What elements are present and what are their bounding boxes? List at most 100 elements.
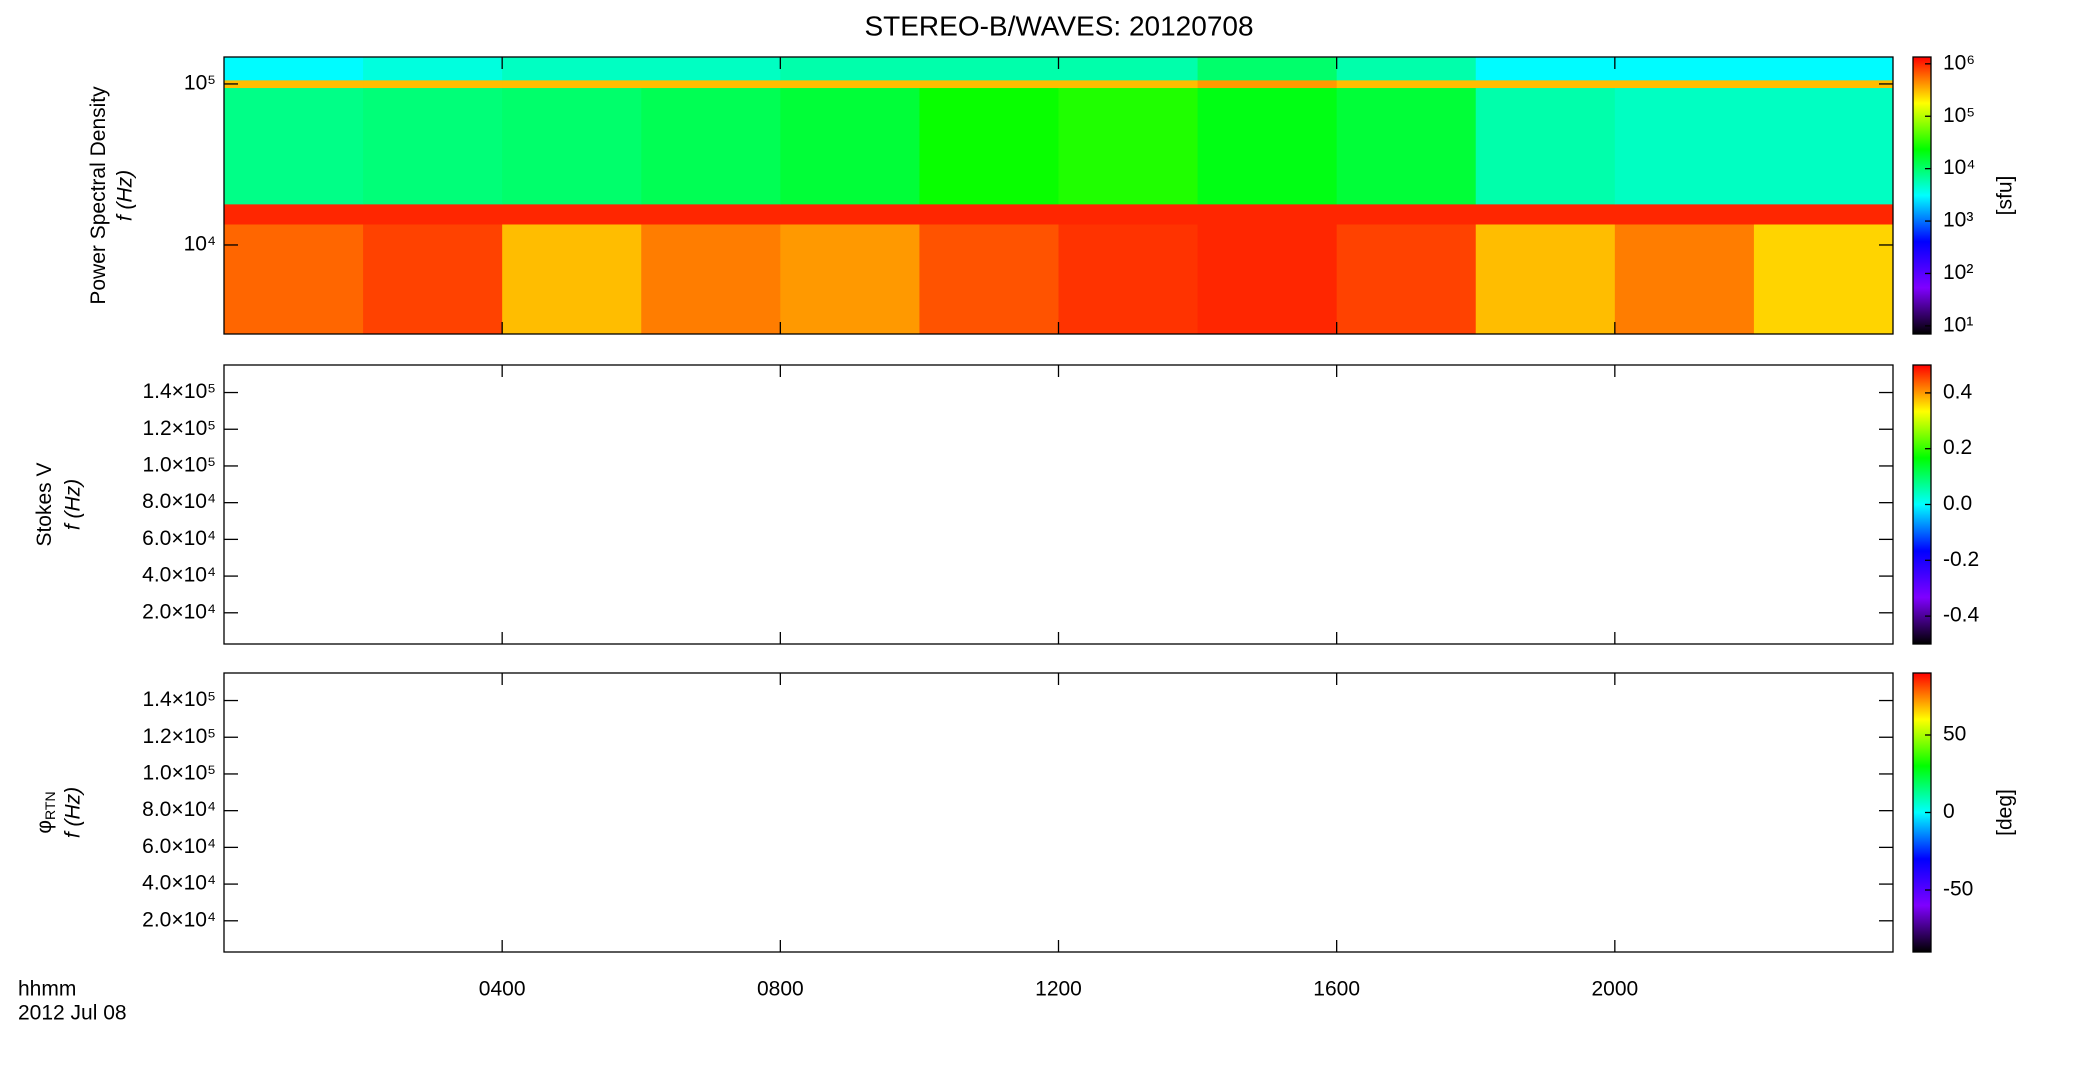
heatmap-cell bbox=[1197, 203, 1338, 225]
x-tick-label: 1600 bbox=[1313, 978, 1360, 1001]
colorbar-tick-label: 10³ bbox=[1943, 209, 1973, 232]
y-tick-label: 4.0×10⁴ bbox=[142, 872, 216, 895]
heatmap-cell bbox=[1614, 57, 1755, 81]
colorbar-tick-label: 10⁶ bbox=[1943, 51, 1975, 74]
y-tick-label: 2.0×10⁴ bbox=[142, 600, 216, 623]
heatmap-cell bbox=[1753, 57, 1894, 81]
plot-frame bbox=[223, 364, 1894, 645]
heatmap-cell bbox=[1475, 203, 1616, 225]
heatmap-cell bbox=[780, 203, 920, 225]
colorbar-tick-label: 0.0 bbox=[1943, 492, 1972, 515]
colorbar-tick-label: 0.2 bbox=[1943, 436, 1972, 459]
y-axis-unit-label: f (Hz) bbox=[62, 787, 85, 838]
heatmap-cell bbox=[502, 79, 642, 89]
heatmap-cell bbox=[224, 223, 364, 335]
heatmap-cell bbox=[363, 79, 503, 89]
heatmap-cell bbox=[1336, 87, 1477, 205]
y-tick-label: 8.0×10⁴ bbox=[142, 798, 216, 821]
x-axis-date: 2012 Jul 08 bbox=[18, 1002, 127, 1025]
colorbar-tick-label: 0.4 bbox=[1943, 380, 1973, 403]
heatmap-cell bbox=[363, 87, 503, 205]
heatmap-cell bbox=[1336, 79, 1477, 89]
heatmap-cell bbox=[919, 223, 1059, 335]
colorbar-label: [sfu] bbox=[1994, 176, 2017, 216]
y-tick-label: 6.0×10⁴ bbox=[142, 527, 216, 550]
heatmap-cell bbox=[1058, 79, 1199, 89]
heatmap-cell bbox=[780, 223, 920, 335]
x-tick-label: 2000 bbox=[1591, 978, 1638, 1001]
colorbar-tick-label: 10⁴ bbox=[1943, 156, 1975, 179]
y-tick-label: 1.4×10⁵ bbox=[142, 380, 216, 403]
colorbar-tick-label: 10² bbox=[1943, 261, 1973, 284]
heatmap-cell bbox=[641, 57, 781, 81]
heatmap-cell bbox=[1197, 57, 1338, 81]
colorbar-tick-label: -50 bbox=[1943, 878, 1973, 901]
heatmap-cell bbox=[1614, 223, 1755, 335]
heatmap-cell bbox=[224, 57, 364, 81]
heatmap-cell bbox=[919, 57, 1059, 81]
heatmap-cell bbox=[224, 203, 364, 225]
heatmap-cell bbox=[1058, 223, 1199, 335]
heatmap-cell bbox=[502, 223, 642, 335]
y-tick-label: 10⁴ bbox=[184, 233, 216, 256]
heatmap-cell bbox=[1336, 57, 1477, 81]
x-tick-label: 0400 bbox=[479, 978, 526, 1001]
y-tick-label: 2.0×10⁴ bbox=[142, 908, 216, 931]
heatmap-cell bbox=[502, 203, 642, 225]
heatmap-cell bbox=[641, 223, 781, 335]
heatmap-cell bbox=[780, 57, 920, 81]
colorbar-tick-label: -0.2 bbox=[1943, 548, 1979, 571]
x-axis-label: hhmm bbox=[18, 978, 76, 1001]
heatmap-cell bbox=[1475, 79, 1616, 89]
heatmap-cell bbox=[1614, 79, 1755, 89]
plot-frame bbox=[223, 672, 1894, 953]
heatmap-cell bbox=[1753, 79, 1894, 89]
y-tick-label: 6.0×10⁴ bbox=[142, 835, 216, 858]
y-tick-label: 4.0×10⁴ bbox=[142, 564, 216, 587]
colorbar-label: [deg] bbox=[1994, 789, 2017, 836]
colorbar-tick-label: 10⁵ bbox=[1943, 104, 1975, 127]
y-tick-label: 8.0×10⁴ bbox=[142, 490, 216, 513]
y-tick-label: 10⁵ bbox=[184, 71, 216, 94]
y-axis-label: φRTN bbox=[33, 791, 58, 833]
colorbar-tick-label: 10¹ bbox=[1943, 313, 1973, 336]
heatmap-cell bbox=[1058, 203, 1199, 225]
colorbar-tick-label: 50 bbox=[1943, 723, 1966, 746]
heatmap-cell bbox=[1197, 79, 1338, 89]
y-tick-label: 1.4×10⁵ bbox=[142, 688, 216, 711]
heatmap-cell bbox=[641, 203, 781, 225]
heatmap-cell bbox=[1753, 87, 1894, 205]
heatmap-cell bbox=[1336, 223, 1477, 335]
x-tick-label: 1200 bbox=[1035, 978, 1082, 1001]
heatmap-cell bbox=[641, 79, 781, 89]
heatmap-cell bbox=[919, 87, 1059, 205]
heatmap-cell bbox=[363, 57, 503, 81]
heatmap-cell bbox=[363, 223, 503, 335]
heatmap-cell bbox=[1614, 203, 1755, 225]
heatmap-cell bbox=[1197, 87, 1338, 205]
heatmap-cell bbox=[1753, 203, 1894, 225]
y-axis-label-text: Power Spectral Density bbox=[87, 86, 110, 305]
y-axis-label-text: φ bbox=[33, 820, 56, 834]
y-axis-label: Power Spectral Density bbox=[87, 86, 110, 305]
heatmap-cell bbox=[224, 79, 364, 89]
heatmap-cell bbox=[224, 87, 364, 205]
heatmap-cell bbox=[919, 79, 1059, 89]
y-axis-unit-label: f (Hz) bbox=[114, 170, 137, 221]
y-tick-label: 1.2×10⁵ bbox=[142, 417, 216, 440]
heatmap-cell bbox=[1058, 87, 1199, 205]
heatmap-cell bbox=[780, 87, 920, 205]
heatmap-cell bbox=[1614, 87, 1755, 205]
y-tick-label: 1.0×10⁵ bbox=[142, 762, 216, 785]
heatmap-cell bbox=[502, 87, 642, 205]
y-axis-label-text: Stokes V bbox=[33, 462, 56, 546]
heatmap-cell bbox=[1475, 223, 1616, 335]
heatmap-cell bbox=[1475, 87, 1616, 205]
colorbar bbox=[1912, 56, 1932, 335]
colorbar-tick-label: -0.4 bbox=[1943, 604, 1980, 627]
x-tick-label: 0800 bbox=[757, 978, 804, 1001]
heatmap-cell bbox=[1058, 57, 1199, 81]
heatmap-cell bbox=[1197, 223, 1338, 335]
heatmap-cell bbox=[1475, 57, 1616, 81]
